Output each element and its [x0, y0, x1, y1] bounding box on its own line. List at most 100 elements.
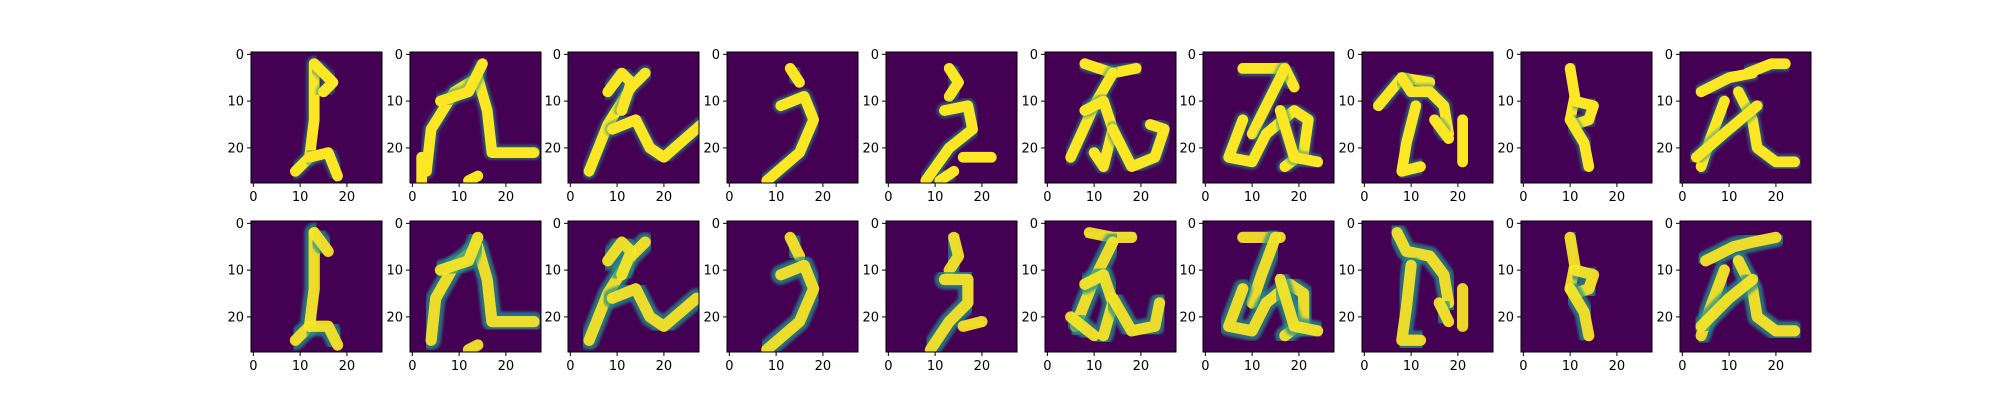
stroke-core	[462, 339, 484, 352]
x-tick-label: 10	[609, 359, 626, 374]
stroke-core	[602, 236, 637, 281]
y-tick-label: 0	[871, 48, 879, 63]
y-tick-label: 0	[1506, 217, 1514, 232]
y-tick-label: 10	[1497, 95, 1514, 110]
stroke-core	[303, 320, 344, 351]
y-tick-label: 20	[1656, 141, 1673, 156]
y-tick-label: 0	[1347, 217, 1355, 232]
stroke-core	[1700, 231, 1782, 267]
stroke-core	[1564, 283, 1595, 342]
axes-frame	[1044, 220, 1177, 353]
axes-frame	[1361, 220, 1494, 353]
y-tick-label: 10	[386, 264, 403, 279]
y-tick-label: 20	[1656, 310, 1673, 325]
panel-r1-c4: 0 10 20 0 10 20	[862, 217, 1018, 374]
stroke-core	[1079, 269, 1119, 342]
stroke-core	[308, 227, 334, 258]
x-tick-label: 20	[1133, 190, 1150, 205]
x-tick-label: 10	[1244, 190, 1261, 205]
x-tick-label: 20	[1291, 359, 1308, 374]
y-tick-label: 10	[1656, 264, 1673, 279]
y-tick-label: 10	[1021, 95, 1038, 110]
x-tick-label: 10	[292, 359, 309, 374]
x-tick-label: 0	[1043, 359, 1051, 374]
panel-r1-c5: 0 10 20 0 10 20	[1021, 217, 1177, 374]
y-tick-label: 20	[862, 310, 879, 325]
x-tick-label: 0	[249, 190, 257, 205]
x-tick-label: 0	[725, 190, 733, 205]
x-tick-label: 20	[498, 359, 515, 374]
stroke-core	[1246, 63, 1291, 140]
x-tick-label: 0	[249, 359, 257, 374]
x-tick-label: 20	[1609, 190, 1626, 205]
stroke-core	[1396, 72, 1454, 140]
stroke-core	[1429, 114, 1454, 144]
x-tick-label: 0	[408, 190, 416, 205]
panel-r1-c7: 0 10 20 0 10 20	[1338, 217, 1494, 374]
y-tick-label: 20	[862, 141, 879, 156]
axes-frame	[1202, 220, 1335, 353]
stroke-core	[957, 315, 988, 332]
x-tick-label: 0	[566, 359, 574, 374]
x-tick-label: 20	[1450, 190, 1467, 205]
stroke-core	[289, 227, 320, 346]
axes-frame	[409, 220, 542, 353]
axes-frame	[567, 220, 700, 353]
y-tick-label: 20	[544, 141, 561, 156]
x-tick-label: 0	[1360, 190, 1368, 205]
y-tick-label: 20	[703, 141, 720, 156]
panel-r0-c9: 0 10 20 0 10 20	[1656, 48, 1812, 205]
axes-frame	[1679, 220, 1812, 353]
axes-frame	[250, 220, 383, 353]
axes-frame	[885, 220, 1018, 353]
x-tick-label: 0	[566, 190, 574, 205]
panel-r1-c2: 0 10 20 0 10 20	[544, 217, 700, 374]
axes-frame	[885, 51, 1018, 184]
y-tick-label: 0	[395, 48, 403, 63]
y-tick-label: 10	[703, 264, 720, 279]
y-tick-label: 20	[386, 141, 403, 156]
y-tick-label: 20	[1179, 141, 1196, 156]
stroke-core	[435, 58, 488, 107]
x-tick-label: 0	[1519, 190, 1527, 205]
stroke-core	[1246, 231, 1282, 309]
stroke-core	[1433, 297, 1455, 328]
panel-r1-c6: 0 10 20 0 10 20	[1179, 217, 1335, 374]
panel-r1-c3: 0 10 20 0 10 20	[703, 217, 859, 374]
stroke-core	[943, 63, 964, 102]
stroke-core	[924, 273, 974, 352]
panel-r1-c1: 0 10 20 0 10 20	[386, 217, 542, 374]
y-tick-label: 0	[871, 217, 879, 232]
x-tick-label: 20	[815, 359, 832, 374]
y-tick-label: 10	[1021, 264, 1038, 279]
panel-r0-c1: 0 10 20 0 10 20	[386, 48, 542, 205]
x-tick-label: 0	[1519, 359, 1527, 374]
panel-r0-c0: 0 10 20 0 10 20	[227, 48, 383, 205]
y-tick-label: 0	[1030, 48, 1038, 63]
stroke-core	[920, 100, 978, 183]
stroke-core	[943, 231, 965, 276]
x-tick-label: 10	[1721, 359, 1738, 374]
x-tick-label: 10	[927, 359, 944, 374]
x-tick-label: 10	[1403, 359, 1420, 374]
y-tick-label: 20	[544, 310, 561, 325]
x-tick-label: 0	[1043, 190, 1051, 205]
panel-r0-c3: 0 10 20 0 10 20	[703, 48, 859, 205]
x-tick-label: 10	[768, 359, 785, 374]
panel-r0-c7: 0 10 20 0 10 20	[1338, 48, 1494, 205]
y-tick-label: 0	[1665, 217, 1673, 232]
y-tick-label: 10	[1338, 95, 1355, 110]
stroke-core	[784, 231, 806, 262]
stroke-core	[472, 241, 540, 328]
axes-frame	[1520, 220, 1653, 353]
y-tick-label: 10	[544, 264, 561, 279]
stroke-core	[434, 231, 484, 276]
y-tick-label: 20	[1338, 141, 1355, 156]
axes-frame	[567, 51, 700, 184]
x-tick-label: 10	[1562, 190, 1579, 205]
x-tick-label: 10	[1086, 190, 1103, 205]
stroke-core	[761, 259, 820, 352]
x-tick-label: 20	[1768, 190, 1785, 205]
panel-r1-c0: 0 10 20 0 10 20	[227, 217, 383, 374]
axes-frame	[1202, 51, 1335, 184]
